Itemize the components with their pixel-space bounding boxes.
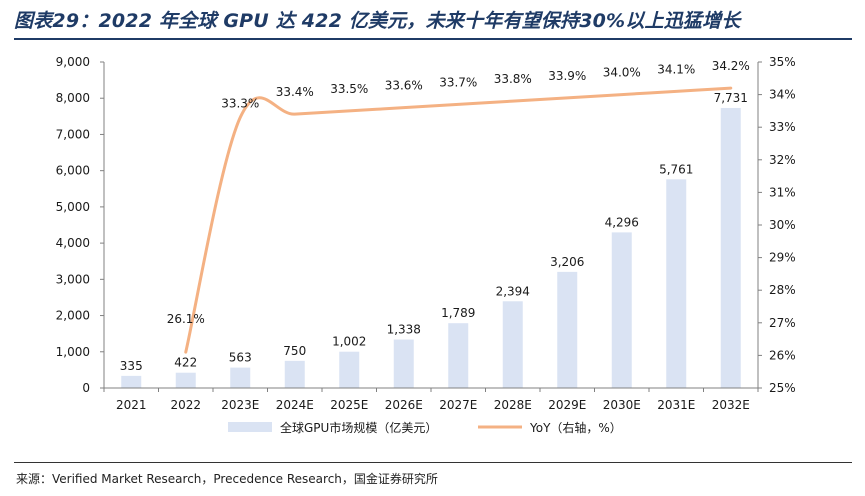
right-tick-label: 32% [769, 153, 796, 167]
right-tick-label: 30% [769, 218, 796, 232]
bar-2030E [611, 232, 632, 388]
x-tick-label: 2032E [712, 398, 750, 412]
yoy-label-2028E: 33.8% [494, 72, 532, 86]
yoy-line [184, 86, 733, 354]
x-tick-label: 2031E [657, 398, 695, 412]
chart-area: 335 422 563 750 1,002 1,338 1,789 2,394 3,206 4,2… [56, 55, 796, 435]
right-tick-label: 29% [769, 251, 796, 265]
x-tick-label: 2021 [116, 398, 147, 412]
left-tick-label: 5,000 [56, 200, 90, 214]
x-tick-label: 2029E [548, 398, 586, 412]
x-tick-label: 2030E [603, 398, 641, 412]
x-tick-label: 2023E [221, 398, 259, 412]
title-divider [14, 38, 852, 40]
left-tick-label: 9,000 [56, 55, 90, 69]
left-tick-label: 2,000 [56, 309, 90, 323]
left-tick-label: 0 [82, 381, 90, 395]
bar-2025E [339, 351, 360, 388]
x-tick-label: 2022 [170, 398, 201, 412]
bar-2021 [121, 375, 142, 388]
yoy-label-2030E: 34.0% [603, 66, 641, 80]
x-tick-label: 2027E [439, 398, 477, 412]
bar-label-2031E: 5,761 [659, 162, 693, 176]
bar-2024E [284, 360, 305, 388]
yoy-label-2026E: 33.6% [385, 79, 423, 93]
right-tick-label: 28% [769, 283, 796, 297]
yoy-label-2024E: 33.4% [276, 85, 314, 99]
yoy-label-2029E: 33.9% [548, 69, 586, 83]
yoy-label-2031E: 34.1% [657, 62, 695, 76]
right-tick-label: 27% [769, 316, 796, 330]
source-note: 来源：Verified Market Research，Precedence R… [16, 472, 438, 486]
left-tick-label: 4,000 [56, 236, 90, 250]
chart-title: 图表29：2022 年全球 GPU 达 422 亿美元，未来十年有望保持30%以… [14, 10, 741, 32]
yoy-label-2027E: 33.7% [439, 75, 477, 89]
bar-label-2022: 422 [174, 356, 197, 370]
bar-label-2032E: 7,731 [714, 91, 748, 105]
bar-label-2025E: 1,002 [332, 335, 366, 349]
bar-label-2029E: 3,206 [550, 255, 584, 269]
right-tick-label: 31% [769, 185, 796, 199]
bar-2031E [666, 179, 687, 388]
x-tick-label: 2028E [494, 398, 532, 412]
right-tick-label: 34% [769, 88, 796, 102]
right-tick-label: 25% [769, 381, 796, 395]
x-tick-label: 2025E [330, 398, 368, 412]
bar-label-2021: 335 [120, 359, 143, 373]
bar-2023E [230, 367, 251, 388]
bar-2028E [502, 301, 523, 388]
right-tick-label: 26% [769, 348, 796, 362]
right-tick-label: 33% [769, 120, 796, 134]
yoy-label-2032E: 34.2% [712, 59, 750, 73]
left-tick-label: 8,000 [56, 91, 90, 105]
bar-2032E [720, 107, 741, 388]
x-tick-label: 2024E [276, 398, 314, 412]
bar-2029E [557, 271, 578, 388]
legend-label-line: YoY（右轴，%） [529, 420, 622, 435]
left-tick-label: 6,000 [56, 164, 90, 178]
legend-label-bars: 全球GPU市场规模（亿美元） [280, 420, 437, 435]
yoy-label-2023E: 33.3% [221, 96, 259, 110]
yoy-label-2022: 26.1% [167, 312, 205, 326]
bar-label-2030E: 4,296 [605, 215, 639, 229]
yoy-label-2025E: 33.5% [330, 82, 368, 96]
bar-2026E [393, 339, 414, 388]
bar-2022 [175, 372, 196, 388]
bar-label-2027E: 1,789 [441, 306, 475, 320]
left-tick-label: 3,000 [56, 272, 90, 286]
bar-label-2024E: 750 [283, 344, 306, 358]
x-tick-label: 2026E [385, 398, 423, 412]
source-divider [14, 462, 852, 463]
bar-2027E [448, 323, 469, 388]
left-tick-label: 7,000 [56, 127, 90, 141]
legend-swatch-bars [228, 422, 272, 432]
bar-label-2028E: 2,394 [496, 284, 530, 298]
left-tick-label: 1,000 [56, 345, 90, 359]
bar-label-2026E: 1,338 [387, 323, 421, 337]
right-tick-label: 35% [769, 55, 796, 69]
bar-label-2023E: 563 [229, 351, 252, 365]
